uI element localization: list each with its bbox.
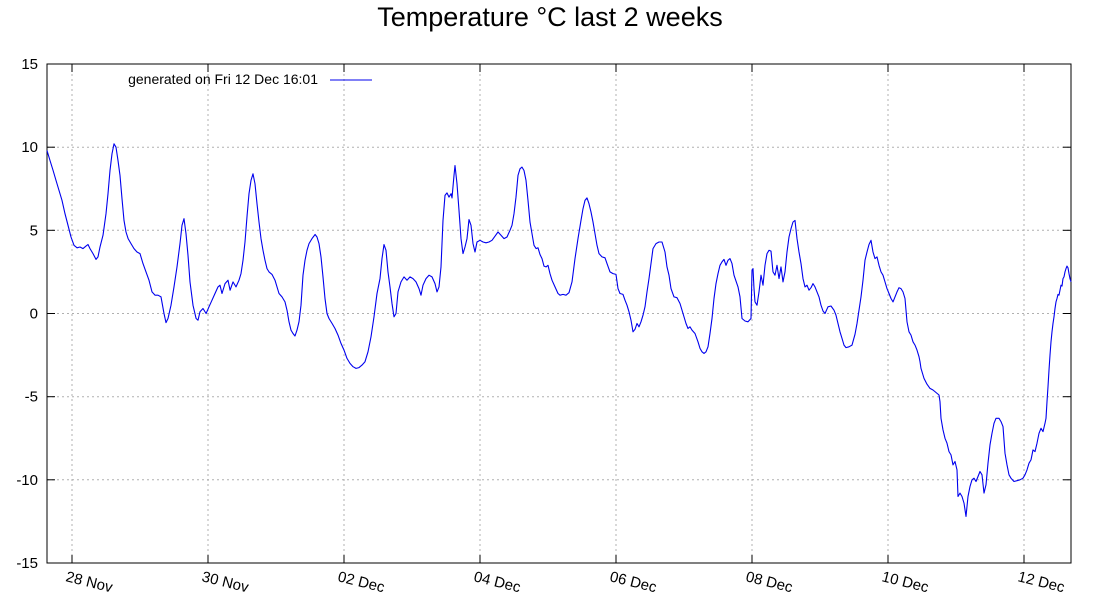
y-tick-label: 10 — [21, 139, 38, 156]
x-tick-label: 12 Dec — [1016, 568, 1067, 596]
x-tick-label: 08 Dec — [744, 568, 795, 596]
y-tick-label: 15 — [21, 56, 38, 73]
y-tick-label: -5 — [25, 389, 38, 406]
temperature-series-line — [46, 143, 1072, 517]
plot-frame — [46, 63, 1072, 564]
x-tick-label: 04 Dec — [472, 568, 523, 596]
x-tick-label: 02 Dec — [336, 568, 387, 596]
chart-title: Temperature °C last 2 weeks — [377, 2, 723, 32]
grid-layer — [47, 64, 1071, 563]
x-tick-label: 28 Nov — [64, 568, 115, 596]
legend-label: generated on Fri 12 Dec 16:01 — [128, 71, 318, 87]
y-tick-label: 0 — [30, 306, 38, 323]
x-tick-label: 06 Dec — [608, 568, 659, 596]
x-tick-label: 10 Dec — [880, 568, 931, 596]
legend: generated on Fri 12 Dec 16:01 — [128, 71, 372, 87]
y-tick-label: -10 — [16, 472, 38, 489]
y-tick-label: 5 — [30, 222, 38, 239]
y-tick-label: -15 — [16, 555, 38, 572]
x-tick-label: 30 Nov — [200, 568, 251, 596]
axis-label-layer: 28 Nov 30 Nov 02 Dec 04 Dec 06 Dec 08 Dec 10 D… — [16, 56, 1066, 596]
